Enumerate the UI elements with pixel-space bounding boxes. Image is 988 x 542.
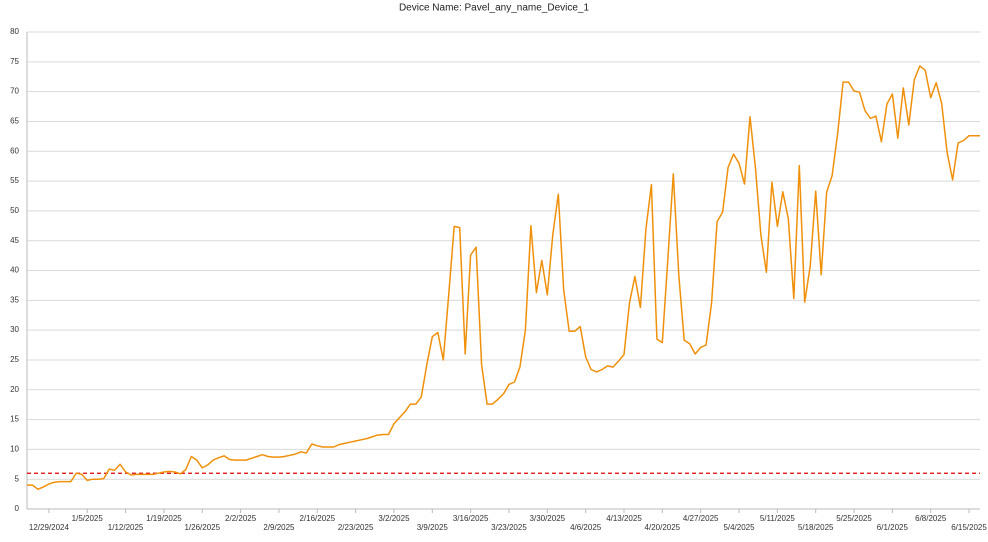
y-tick-label: 50 <box>10 206 19 215</box>
y-tick-label: 65 <box>10 117 19 126</box>
x-tick-label: 5/25/2025 <box>836 514 872 523</box>
y-tick-label: 80 <box>10 27 19 36</box>
y-tick-label: 70 <box>10 87 19 96</box>
x-tick-label: 1/26/2025 <box>184 523 220 532</box>
y-tick-label: 15 <box>10 415 19 424</box>
chart-title: Device Name: Pavel_any_name_Device_1 <box>399 3 590 14</box>
x-tick-label: 2/16/2025 <box>299 514 335 523</box>
y-tick-label: 45 <box>10 236 19 245</box>
y-tick-label: 40 <box>10 266 19 275</box>
x-tick-label: 5/18/2025 <box>798 523 834 532</box>
x-tick-label: 4/27/2025 <box>683 514 719 523</box>
y-tick-label: 5 <box>15 474 20 483</box>
x-tick-label: 4/6/2025 <box>570 523 602 532</box>
x-tick-label: 5/11/2025 <box>760 514 796 523</box>
x-tick-label: 6/8/2025 <box>915 514 947 523</box>
x-tick-label: 2/23/2025 <box>338 523 374 532</box>
x-tick-label: 1/19/2025 <box>146 514 182 523</box>
x-tick-label: 1/5/2025 <box>72 514 104 523</box>
x-tick-label: 3/9/2025 <box>417 523 449 532</box>
y-tick-label: 20 <box>10 385 19 394</box>
y-tick-label: 75 <box>10 57 19 66</box>
y-tick-label: 25 <box>10 355 19 364</box>
y-tick-label: 55 <box>10 176 19 185</box>
y-tick-label: 30 <box>10 325 19 334</box>
x-tick-label: 4/13/2025 <box>606 514 642 523</box>
x-tick-label: 3/30/2025 <box>530 514 566 523</box>
x-tick-label: 2/2/2025 <box>225 514 257 523</box>
x-tick-label: 6/15/2025 <box>951 523 987 532</box>
data-line <box>27 65 980 491</box>
x-tick-label: 12/29/2024 <box>29 523 70 532</box>
x-tick-label: 1/12/2025 <box>108 523 144 532</box>
x-tick-label: 5/4/2025 <box>723 523 755 532</box>
y-tick-label: 60 <box>10 146 19 155</box>
x-tick-label: 3/16/2025 <box>453 514 489 523</box>
x-tick-label: 3/23/2025 <box>491 523 527 532</box>
x-tick-label: 4/20/2025 <box>645 523 681 532</box>
x-tick-label: 2/9/2025 <box>263 523 295 532</box>
x-tick-label: 3/2/2025 <box>378 514 410 523</box>
x-tick-label: 6/1/2025 <box>877 523 909 532</box>
y-tick-label: 10 <box>10 444 19 453</box>
y-tick-label: 0 <box>15 504 20 513</box>
y-tick-label: 35 <box>10 295 19 304</box>
